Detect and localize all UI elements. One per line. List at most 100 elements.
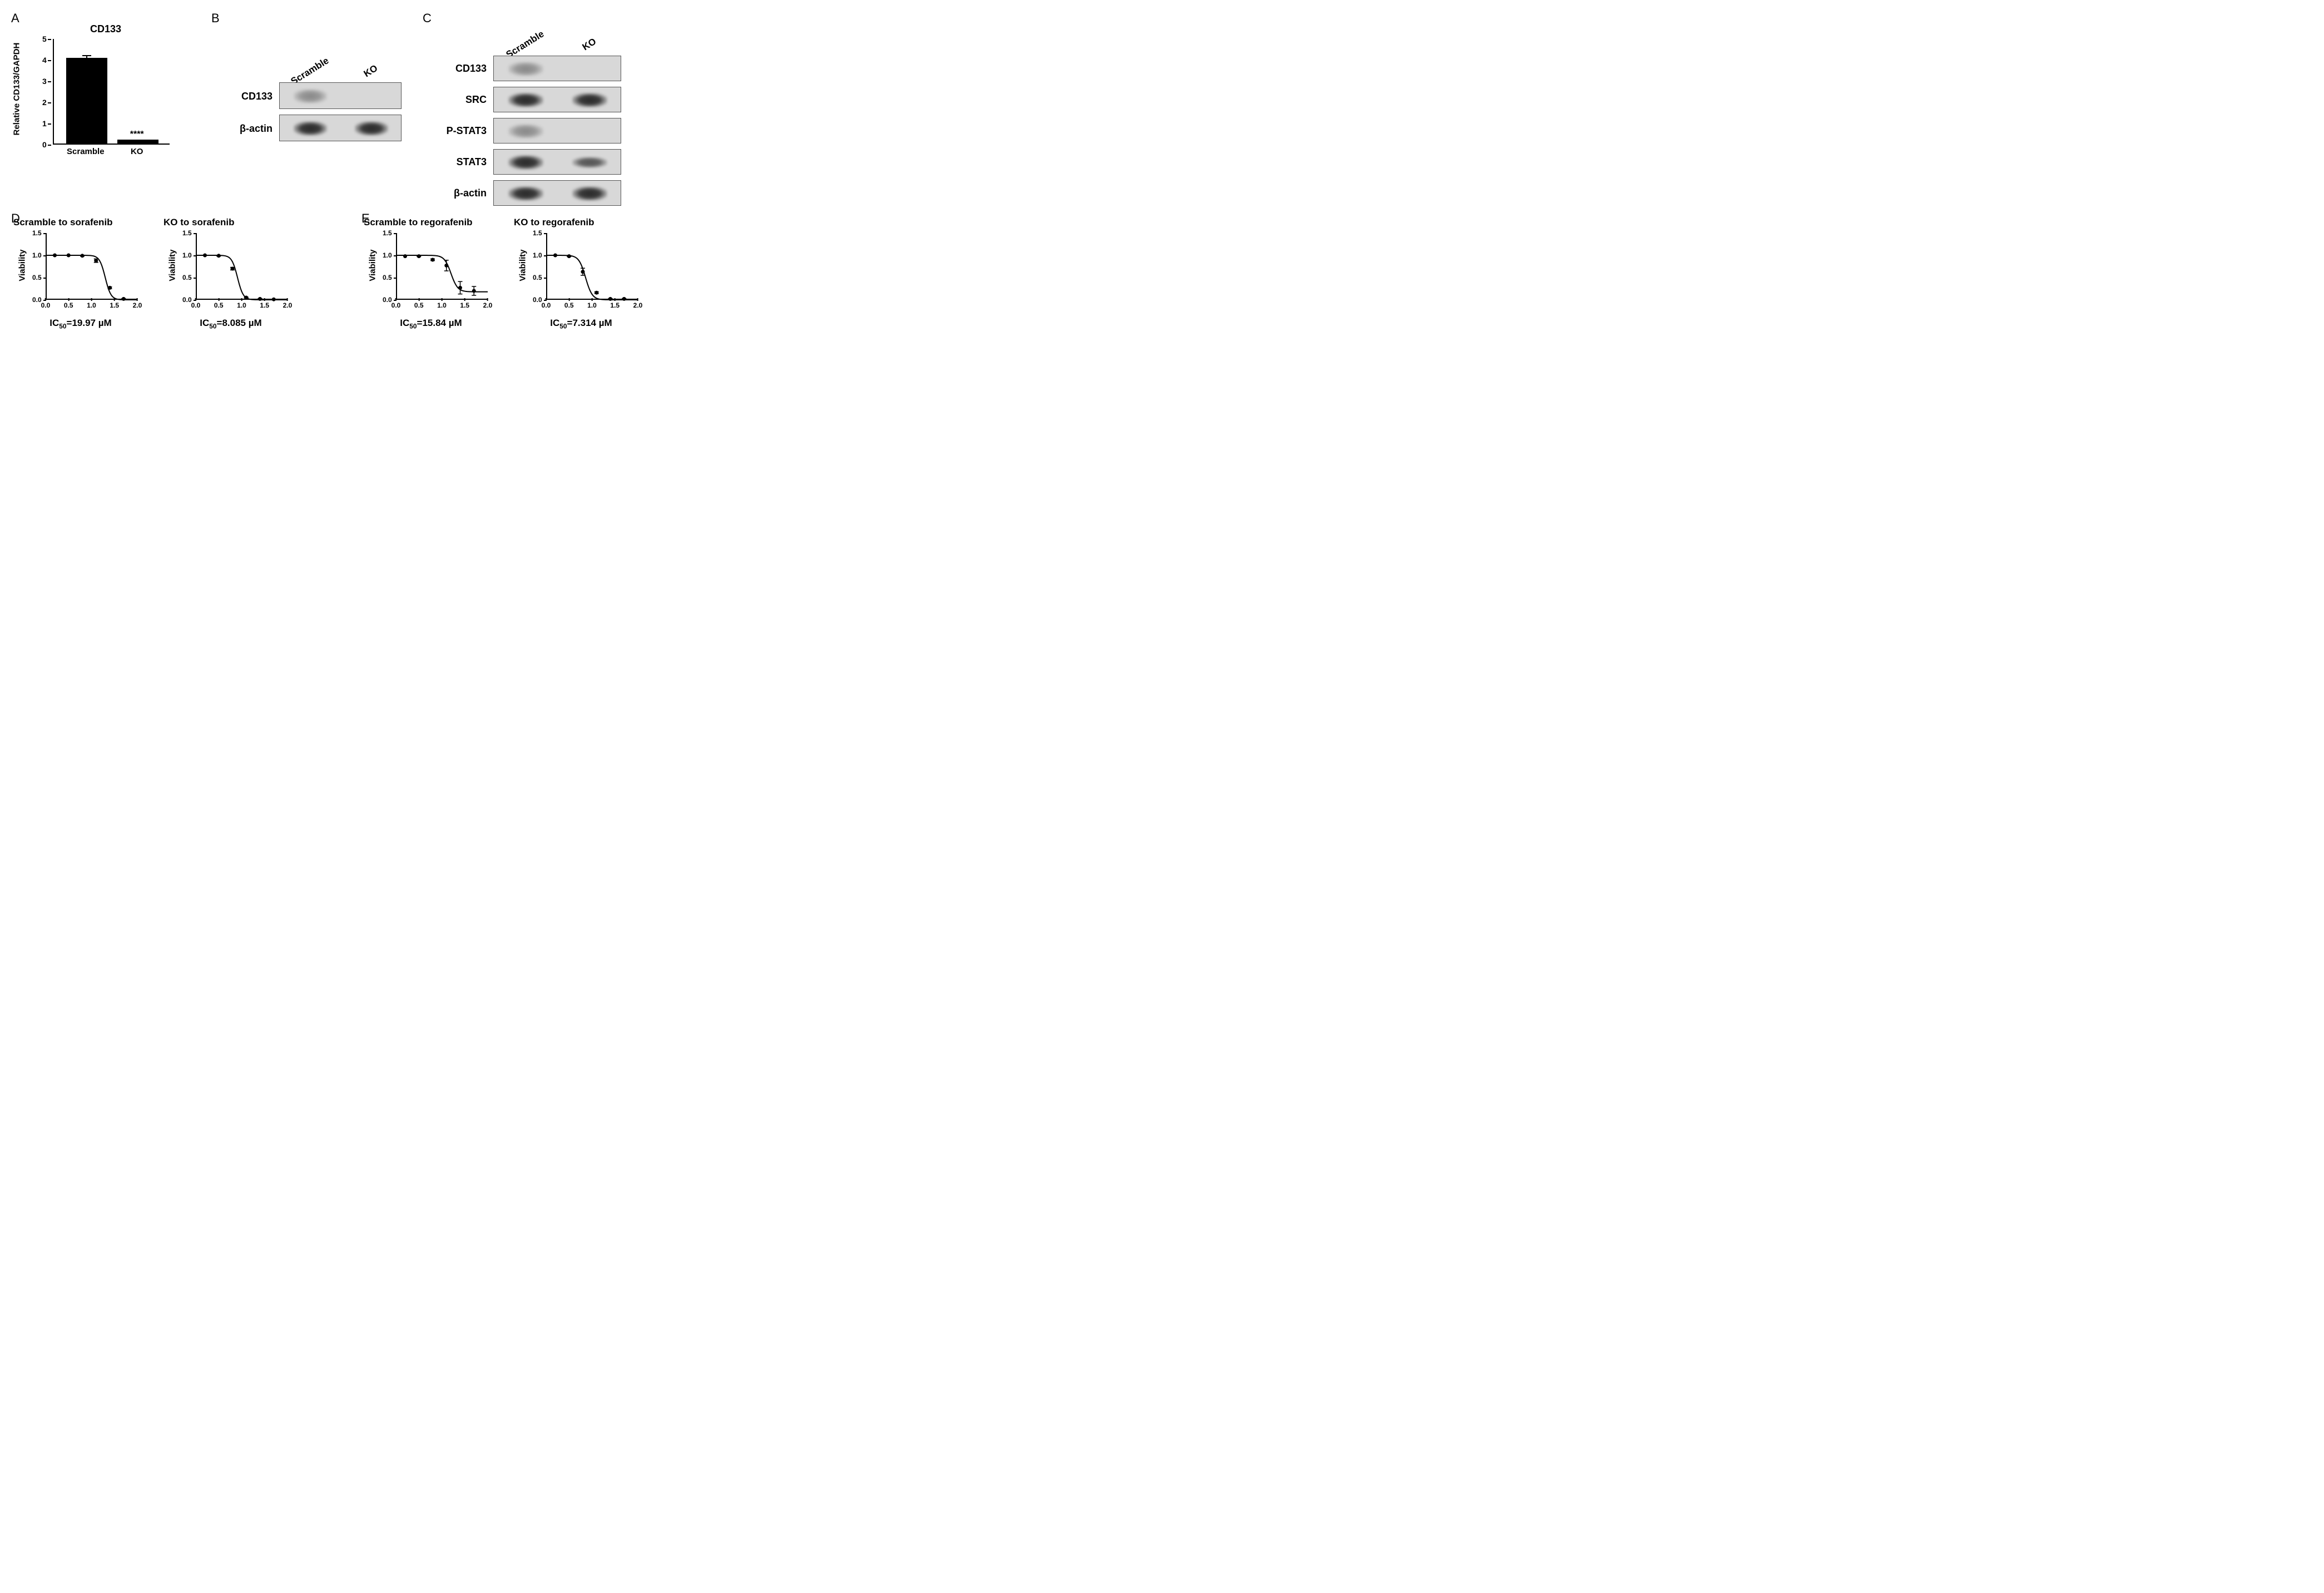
wb-band — [294, 89, 328, 103]
panel-a-errorcap — [133, 140, 142, 141]
wb-band — [508, 62, 543, 76]
wb-band — [508, 124, 543, 138]
panel-d-label: D — [11, 211, 20, 226]
dr-ytick: 0.0 — [182, 296, 192, 304]
dr-title: KO to regorafenib — [512, 217, 651, 228]
wb-band — [572, 93, 607, 107]
wb-row-label: STAT3 — [437, 156, 492, 168]
dr-point — [122, 297, 126, 301]
dr-ytick: 1.5 — [32, 229, 42, 237]
dr-xtick: 1.5 — [460, 301, 469, 309]
dr-xtick: 0.0 — [41, 301, 51, 309]
dr-ytick: 0.5 — [533, 274, 542, 281]
panel-a-xtick: Scramble — [67, 147, 105, 156]
wb-band — [508, 155, 543, 169]
dr-point — [203, 254, 207, 258]
panel-c-label: C — [423, 11, 432, 26]
dr-point — [553, 254, 557, 258]
panel-e-label: E — [361, 211, 370, 226]
dr-plot-area: Viability0.00.51.01.50.00.51.01.52.0 — [172, 230, 295, 316]
dr-point — [403, 254, 407, 258]
panel-c-column-headers: Scramble KO — [493, 19, 621, 50]
dr-point — [244, 296, 248, 300]
dr-ic50: IC50=19.97 µM — [11, 318, 150, 330]
dr-plot-area: Viability0.00.51.01.50.00.51.01.52.0 — [373, 230, 495, 316]
dr-point — [67, 254, 71, 258]
wb-row-label: SRC — [437, 94, 492, 106]
wb-track — [493, 56, 621, 81]
panel-a-xtick: KO — [131, 147, 143, 156]
panel-c: C Scramble KO CD133SRCP-STAT3STAT3β-acti… — [423, 11, 656, 206]
dr-svg — [196, 233, 288, 300]
wb-band — [508, 93, 543, 107]
panel-a-ytick: 2 — [42, 98, 47, 107]
dr-title: KO to sorafenib — [161, 217, 300, 228]
dr-point — [444, 264, 448, 268]
dr-ytick: 1.0 — [533, 251, 542, 259]
dr-xtick: 1.5 — [110, 301, 119, 309]
dr-ytick: 1.0 — [182, 251, 192, 259]
wb-band — [508, 186, 543, 200]
panel-a-bar — [66, 58, 107, 144]
dr-point — [458, 286, 462, 290]
dr-ic50: IC50=8.085 µM — [161, 318, 300, 330]
dr-xtick: 1.0 — [87, 301, 96, 309]
dr-point — [108, 286, 112, 290]
wb-band — [294, 121, 328, 136]
dr-title: Scramble to regorafenib — [361, 217, 501, 228]
dr-point — [417, 254, 421, 258]
wb-track — [279, 115, 402, 141]
dr-xtick: 2.0 — [483, 301, 493, 309]
panel-b-column-headers: Scramble KO — [279, 44, 402, 78]
dr-point — [567, 254, 571, 258]
dr-xtick: 2.0 — [633, 301, 643, 309]
wb-track — [493, 180, 621, 206]
wb-row-label: CD133 — [228, 91, 278, 102]
panel-a-significance: **** — [130, 130, 144, 140]
dr-point — [217, 254, 221, 258]
dr-ytick: 1.5 — [182, 229, 192, 237]
dr-xtick: 2.0 — [283, 301, 293, 309]
wb-row-label: CD133 — [437, 63, 492, 75]
dr-ytick: 0.5 — [182, 274, 192, 281]
dr-ytick: 1.5 — [533, 229, 542, 237]
dr-xtick: 0.0 — [191, 301, 201, 309]
wb-track — [279, 82, 402, 109]
dr-point — [94, 259, 98, 263]
wb-row-label: β-actin — [228, 123, 278, 135]
wb-row-label: P-STAT3 — [437, 125, 492, 137]
dr-point — [581, 270, 585, 274]
dr-ic50: IC50=7.314 µM — [512, 318, 651, 330]
dr-point — [53, 254, 57, 258]
panel-e: E Scramble to regorafenibViability0.00.5… — [361, 211, 662, 330]
panel-a: A CD133 Relative CD133/GAPDH 012345Scram… — [11, 11, 200, 206]
dr-xtick: 2.0 — [133, 301, 142, 309]
dr-curve — [196, 255, 288, 300]
dr-xtick: 0.0 — [542, 301, 551, 309]
dr-xtick: 1.0 — [237, 301, 246, 309]
dr-point — [622, 297, 626, 301]
dr-xtick: 0.5 — [564, 301, 574, 309]
dr-xtick: 1.5 — [260, 301, 269, 309]
panel-d: D Scramble to sorafenib Viability 0.0 0.5 1.… — [11, 211, 412, 330]
wb-band — [572, 186, 607, 200]
dr-point — [608, 297, 612, 301]
dr-xtick: 0.5 — [214, 301, 224, 309]
panel-b-label: B — [211, 11, 220, 26]
panel-a-ytick: 1 — [42, 119, 47, 128]
dr-point — [594, 291, 598, 295]
dr-point — [231, 267, 235, 271]
panel-a-title: CD133 — [22, 23, 189, 35]
dose-response-plot: KO to sorafenibViability0.00.51.01.50.00… — [161, 217, 300, 330]
panel-b: B Scramble KO CD133 β-actin — [211, 11, 412, 206]
dr-xtick: 1.0 — [587, 301, 597, 309]
dose-response-plot: KO to regorafenibViability0.00.51.01.50.… — [512, 217, 651, 330]
dr-ytick: 0.5 — [32, 274, 42, 281]
dr-ytick: 0.0 — [533, 296, 542, 304]
panel-b-col-ko: KO — [362, 63, 380, 80]
dr-point — [272, 298, 276, 301]
dr-point — [258, 297, 262, 301]
dr-ylabel: Viability — [18, 249, 27, 281]
dr-title: Scramble to sorafenib — [11, 217, 150, 228]
dr-xtick: 0.5 — [64, 301, 73, 309]
